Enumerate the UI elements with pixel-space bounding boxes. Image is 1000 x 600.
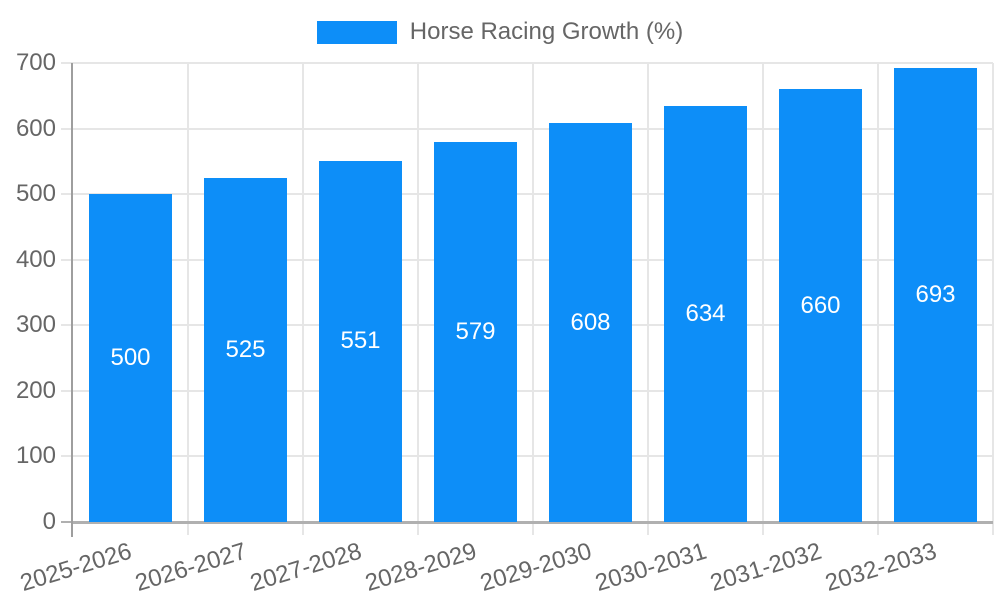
v-gridline <box>187 63 189 535</box>
bar-value-label: 525 <box>225 335 266 363</box>
v-gridline <box>417 63 419 535</box>
bar[interactable] <box>894 67 977 522</box>
y-tick-label: 200 <box>15 376 56 404</box>
bar[interactable] <box>549 123 632 522</box>
bar-value-label: 634 <box>685 300 726 328</box>
legend-label: Horse Racing Growth (%) <box>409 18 684 45</box>
bar[interactable] <box>779 89 862 522</box>
v-gridline <box>302 63 304 535</box>
y-tick <box>61 324 73 327</box>
bar-value-label: 608 <box>570 308 611 336</box>
y-tick <box>61 127 73 130</box>
bar[interactable] <box>89 194 172 522</box>
bar-value-label: 579 <box>455 318 496 346</box>
v-gridline <box>877 63 879 535</box>
y-tick <box>61 521 73 523</box>
bar[interactable] <box>434 142 517 522</box>
bar[interactable] <box>204 177 287 522</box>
y-tick <box>61 455 73 458</box>
bar-value-label: 500 <box>110 344 151 372</box>
legend-swatch <box>316 20 397 44</box>
legend-item[interactable]: Horse Racing Growth (%) <box>0 18 1000 46</box>
v-gridline <box>992 63 994 535</box>
y-axis-line <box>71 63 73 537</box>
y-tick-label: 600 <box>15 114 56 142</box>
v-gridline <box>532 63 534 535</box>
y-tick-label: 100 <box>15 442 56 470</box>
y-tick-label: 700 <box>15 49 56 76</box>
y-tick-label: 400 <box>15 245 56 273</box>
y-tick <box>61 62 73 64</box>
bar-value-label: 660 <box>800 291 841 319</box>
y-tick-label: 0 <box>42 508 56 535</box>
bar-value-label: 693 <box>915 280 956 308</box>
y-tick <box>61 258 73 261</box>
y-tick-label: 300 <box>15 311 56 339</box>
bar[interactable] <box>319 160 402 522</box>
bar[interactable] <box>664 106 747 522</box>
y-tick <box>61 389 73 392</box>
y-tick-label: 500 <box>15 180 56 208</box>
v-gridline <box>762 63 764 535</box>
y-tick <box>61 193 73 196</box>
v-gridline <box>647 63 649 535</box>
x-axis-line <box>73 521 993 524</box>
bar-value-label: 551 <box>340 327 381 355</box>
